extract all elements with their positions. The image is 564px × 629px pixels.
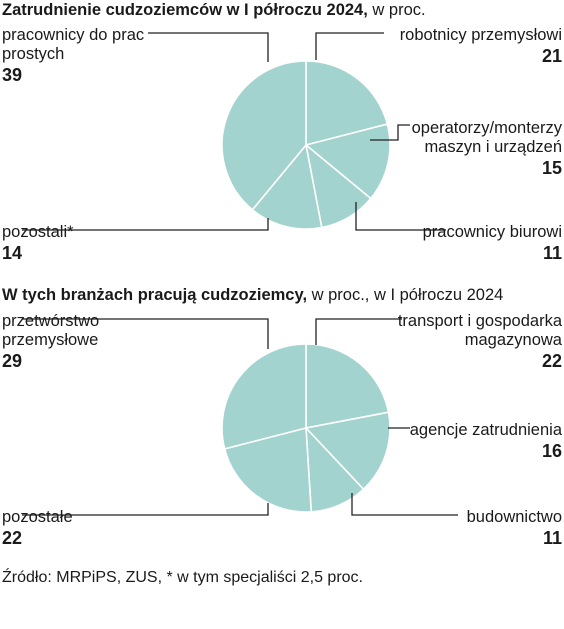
chart2-label-agencje: agencje zatrudnienia 16 — [410, 421, 562, 462]
chart1-slice-3 — [251, 143, 323, 230]
chart2-label-value: 29 — [2, 351, 23, 371]
chart2-label-value: 22 — [541, 351, 562, 371]
chart1-label-operatorzy: operatorzy/monterzy maszyn i urządzeń 15 — [412, 119, 562, 179]
chart2-slice-4 — [221, 343, 307, 450]
chart1-slice-1 — [304, 123, 391, 200]
chart1-label-value: 11 — [542, 243, 562, 263]
chart1-title: Zatrudnienie cudzoziemców w I półroczu 2… — [2, 0, 426, 20]
chart1-label-value: 21 — [541, 46, 562, 66]
chart2-leader-line-4 — [22, 503, 269, 516]
chart2-label-name: budownictwo — [466, 508, 562, 526]
chart1-leader-line-3 — [355, 202, 446, 231]
chart2-title-rest: w proc., w I półroczu 2024 — [307, 286, 504, 304]
chart2-label-budownictwo: budownictwo 11 — [467, 508, 562, 549]
chart2: przetwórstwo przemysłowe 29 transport i … — [0, 307, 564, 557]
chart2-slice-1 — [304, 411, 391, 491]
chart1-label-name: pracownicy biurowi — [422, 223, 562, 241]
chart2-label-przetworstwo: przetwórstwo przemysłowe 29 — [2, 312, 99, 372]
chart2-slice-3 — [223, 426, 313, 513]
chart2-label-value: 16 — [541, 441, 562, 461]
chart2-label-name: agencje zatrudnienia — [409, 421, 562, 439]
chart1-label-value: 14 — [2, 243, 23, 263]
chart2-pie-svg — [22, 318, 458, 516]
chart2-label-name: transport i gospodarka magazynowa — [397, 312, 562, 349]
chart1-title-rest: w proc. — [367, 1, 426, 19]
chart1-label-prace-proste: pracownicy do prac prostych 39 — [2, 26, 144, 86]
chart2-label-name: przetwórstwo przemysłowe — [2, 312, 100, 349]
chart1-label-name: pracownicy do prac prostych — [2, 26, 145, 63]
chart2-leader-line-3 — [351, 493, 458, 516]
chart1: pracownicy do prac prostych 39 robotnicy… — [0, 22, 564, 272]
chart1-label-pozostali: pozostali* 14 — [2, 223, 74, 264]
chart2-title-bold: W tych branżach pracują cudzoziemcy, — [2, 286, 308, 304]
chart1-label-robotnicy: robotnicy przemysłowi 21 — [400, 26, 562, 67]
source-footnote: Źródło: MRPiPS, ZUS, * w tym specjaliści… — [2, 569, 363, 586]
chart1-slice-0 — [305, 60, 389, 147]
chart2-label-name: pozostałe — [2, 508, 73, 526]
chart1-leader-line-4 — [22, 218, 269, 231]
chart1-label-name: operatorzy/monterzy maszyn i urządzeń — [411, 119, 562, 156]
chart2-label-value: 22 — [2, 528, 23, 548]
chart1-title-bold: Zatrudnienie cudzoziemców w I półroczu 2… — [2, 1, 368, 19]
chart2-leader-line-0 — [22, 318, 269, 349]
chart2-title: W tych branżach pracują cudzoziemcy, w p… — [2, 285, 503, 305]
chart1-label-name: pozostali* — [2, 223, 74, 241]
chart2-label-transport: transport i gospodarka magazynowa 22 — [398, 312, 562, 372]
chart2-label-value: 11 — [542, 528, 562, 548]
chart2-label-pozostale: pozostałe 22 — [2, 508, 73, 549]
chart1-leader-line-0 — [148, 32, 269, 62]
chart1-leader-line-2 — [370, 124, 410, 141]
chart1-leader-line-1 — [315, 32, 384, 60]
chart1-slice-4 — [221, 60, 307, 211]
chart1-label-biurowi: pracownicy biurowi 11 — [423, 223, 562, 264]
chart1-label-value: 15 — [541, 158, 562, 178]
chart2-leader-line-1 — [315, 318, 402, 345]
chart1-label-name: robotnicy przemysłowi — [399, 26, 562, 44]
chart1-pie-svg — [22, 32, 446, 231]
chart1-label-value: 39 — [2, 65, 23, 85]
